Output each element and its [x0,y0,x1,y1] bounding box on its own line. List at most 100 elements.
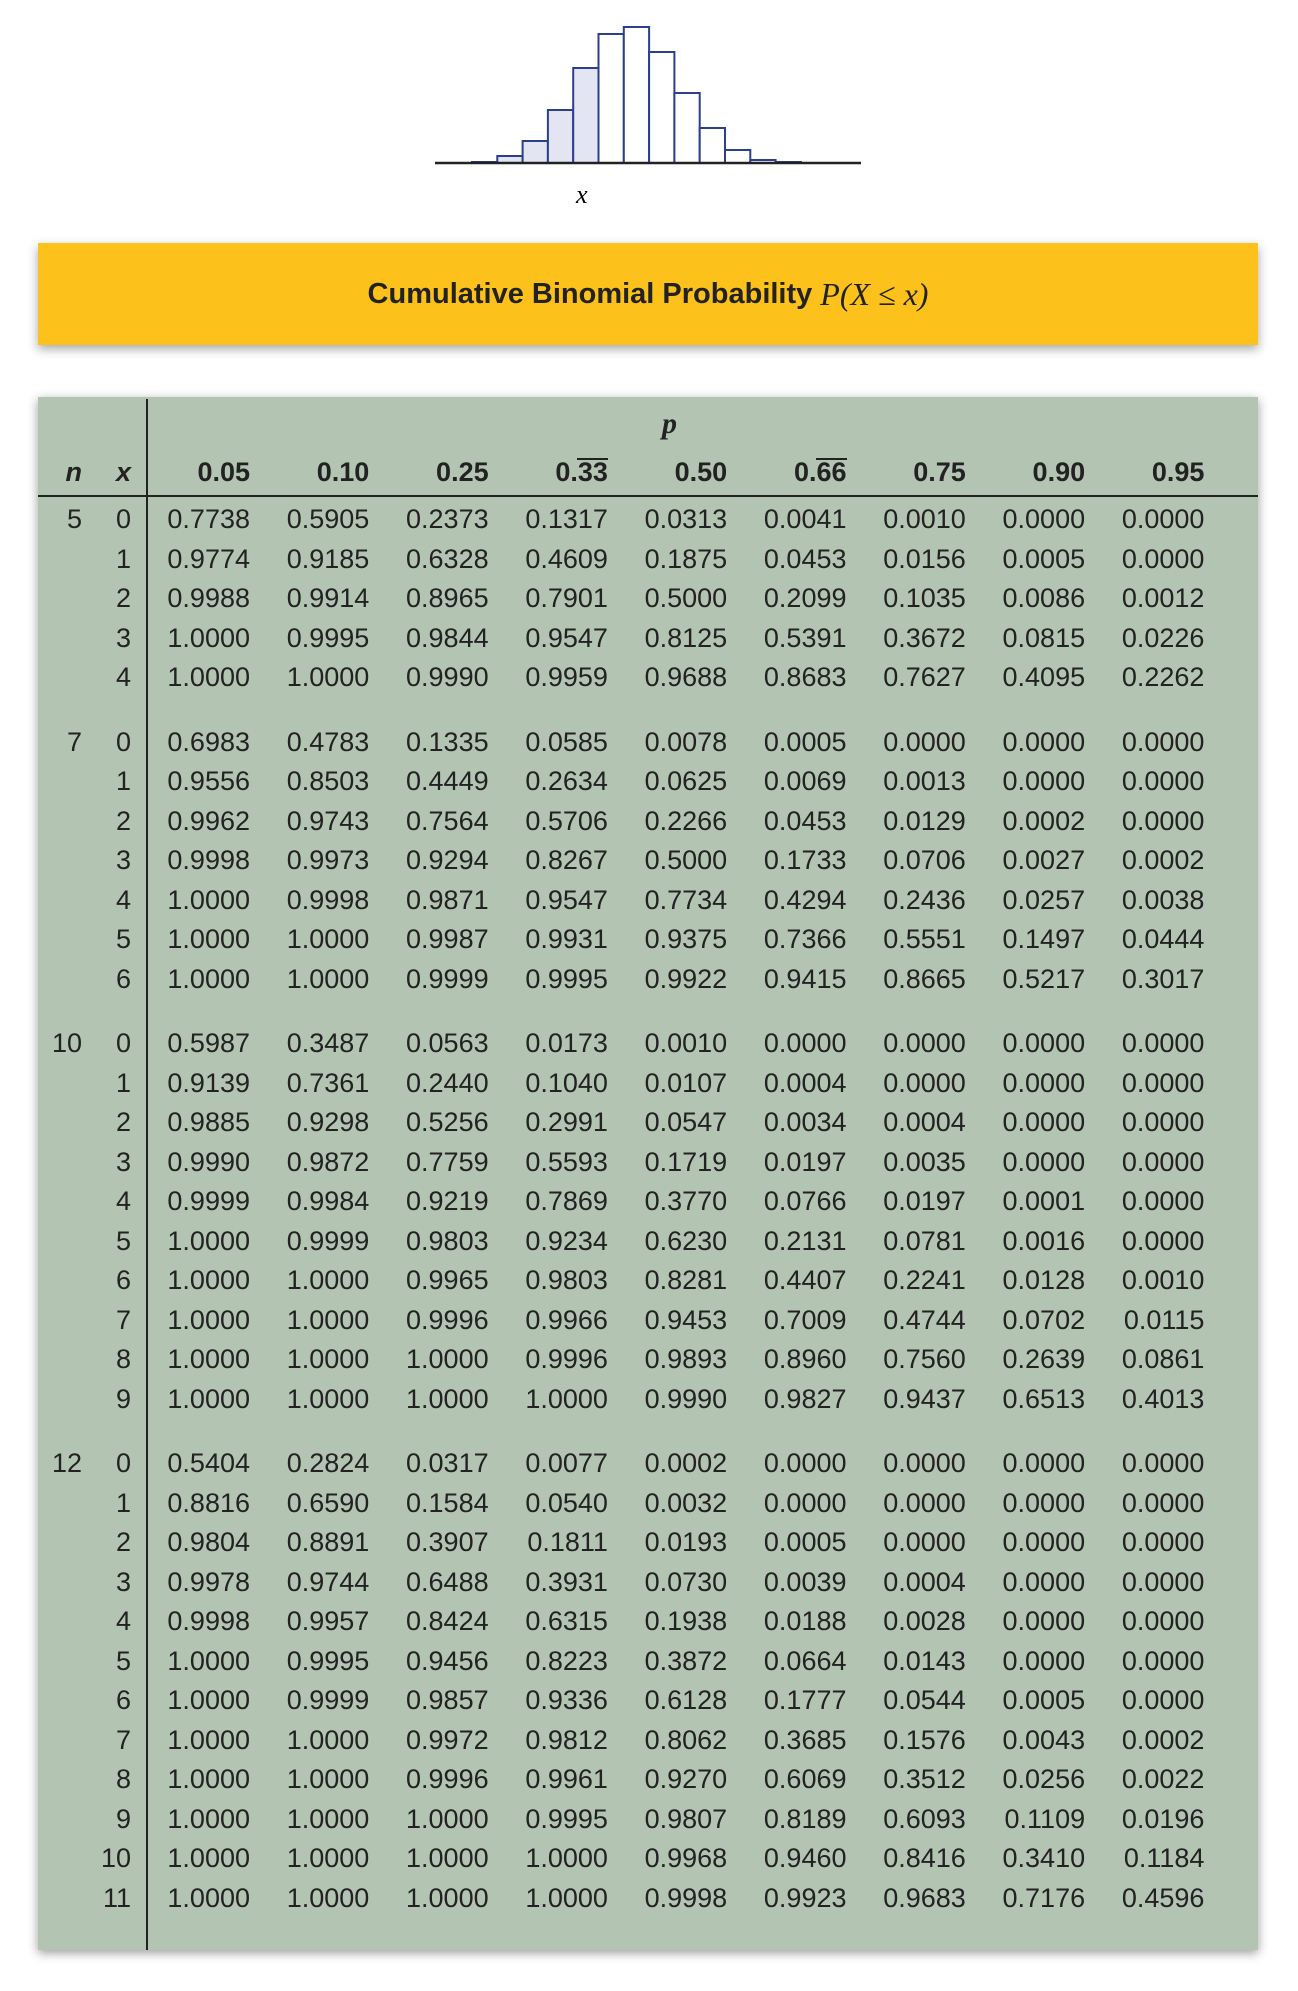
header-divider [38,495,1258,497]
probability-cell: 0.5905 [286,504,370,534]
probability-cell: 0.0078 [644,726,728,757]
probability-cell: 0.9962 [167,805,250,836]
probability-cell: 0.1040 [525,1067,608,1098]
probability-cell: 0.9803 [525,1265,608,1295]
probability-cell: 0.9996 [525,1344,608,1374]
probability-cell: 0.7560 [883,1344,966,1374]
probability-cell: 0.9453 [644,1304,728,1335]
probability-cell: 0.6128 [644,1685,728,1715]
probability-cell: 0.0077 [525,1448,608,1478]
probability-cell: 1.0000 [406,1882,489,1913]
x-value: 1 [115,543,131,574]
probability-cell: 0.0547 [644,1107,728,1137]
probability-cell: 1.0000 [286,924,370,954]
probability-cell: 0.9973 [286,845,370,875]
probability-cell: 0.6983 [167,726,250,757]
probability-cell: 0.0039 [763,1566,847,1597]
n-value: 10 [51,1028,82,1058]
probability-cell: 0.0000 [1121,1566,1205,1597]
x-value: 7 [115,1724,131,1755]
probability-cell: 0.5987 [167,1028,250,1058]
probability-cell: 1.0000 [525,1383,608,1414]
probability-cell: 0.0188 [763,1606,847,1636]
probability-cell: 0.0012 [1121,583,1205,613]
probability-cell: 0.0002 [1121,1724,1205,1755]
x-value: 0 [115,504,131,534]
probability-cell: 1.0000 [286,1843,370,1873]
probability-cell: 0.1777 [763,1685,847,1715]
probability-cell: 0.7901 [525,583,608,613]
probability-cell: 0.0000 [1121,1067,1205,1098]
p-column-header: 0.50 [674,457,728,487]
probability-cell: 1.0000 [286,1383,370,1414]
probability-cell: 0.9987 [406,924,489,954]
probability-cell: 0.8965 [406,583,489,613]
probability-cell: 0.0000 [883,1448,966,1478]
x-value: 4 [115,884,131,915]
probability-cell: 0.5391 [763,622,847,653]
probability-cell: 0.0002 [1002,805,1086,836]
histogram-bar [546,109,575,164]
p-label: p [662,407,677,440]
x-value: 2 [115,805,131,836]
probability-cell: 0.0035 [883,1146,966,1177]
probability-cell: 0.0196 [1121,1803,1205,1834]
probability-cell: 1.0000 [286,1304,370,1335]
probability-cell: 0.3907 [406,1527,489,1557]
probability-cell: 0.9456 [406,1645,489,1676]
probability-cell: 0.9827 [763,1383,847,1414]
probability-cell: 0.5000 [644,845,728,875]
histogram-bar [572,67,600,164]
probability-cell: 0.3410 [1002,1843,1086,1873]
x-value: 2 [115,1107,131,1137]
probability-cell: 0.0313 [644,504,728,534]
probability-cell: 0.5217 [1002,963,1086,994]
probability-cell: 0.0000 [763,1448,847,1478]
probability-cell: 0.0815 [1002,622,1086,653]
probability-cell: 0.0156 [883,543,966,574]
probability-cell: 0.9298 [286,1107,370,1137]
probability-cell: 0.9995 [525,1803,608,1834]
probability-cell: 0.0038 [1121,884,1205,915]
probability-cell: 0.9683 [883,1882,966,1913]
probability-cell: 0.9336 [525,1685,608,1715]
probability-cell: 0.8960 [763,1344,847,1374]
probability-cell: 0.0256 [1002,1764,1086,1794]
probability-cell: 0.9999 [406,963,489,994]
probability-cell: 0.0000 [1002,1107,1086,1137]
probability-cell: 0.5706 [525,805,608,836]
x-value: 10 [100,1843,131,1873]
probability-cell: 1.0000 [525,1843,608,1873]
probability-cell: 0.0000 [1002,1146,1086,1177]
probability-cell: 0.1317 [525,504,608,534]
probability-cell: 1.0000 [167,1724,250,1755]
probability-cell: 1.0000 [286,1724,370,1755]
probability-cell: 0.2131 [763,1225,847,1256]
x-value: 1 [115,766,131,796]
probability-cell: 0.9995 [286,622,370,653]
probability-cell: 0.4596 [1121,1882,1205,1913]
probability-cell: 0.9185 [286,543,370,574]
probability-cell: 0.0000 [883,1028,966,1058]
x-value: 5 [115,1225,131,1256]
x-value: 6 [115,1685,131,1715]
probability-cell: 0.0000 [883,1487,966,1518]
probability-cell: 0.8683 [763,662,847,692]
probability-cell: 0.6069 [763,1764,847,1794]
probability-cell: 0.8062 [644,1724,728,1755]
probability-cell: 0.9998 [167,1606,250,1636]
probability-cell: 0.6513 [1002,1383,1086,1414]
probability-cell: 0.3685 [763,1724,847,1755]
probability-cell: 0.9978 [167,1566,250,1597]
title-text: Cumulative Binomial Probability [367,277,813,310]
probability-cell: 0.0000 [1121,1685,1205,1715]
probability-cell: 0.6230 [644,1225,728,1256]
probability-cell: 0.9984 [286,1186,370,1216]
probability-cell: 0.2099 [763,583,847,613]
probability-cell: 0.0000 [1121,726,1205,757]
probability-cell: 0.9774 [167,543,250,574]
x-value: 4 [115,1186,131,1216]
probability-cell: 0.0000 [1121,1186,1205,1216]
probability-cell: 0.7627 [883,662,966,692]
probability-cell: 0.0000 [1002,1606,1086,1636]
